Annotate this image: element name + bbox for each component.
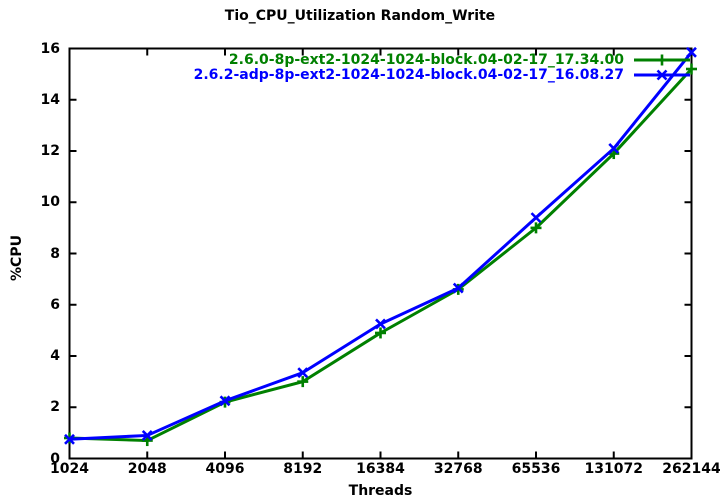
- legend-sample-line-series-1: [634, 69, 690, 80]
- legend-sample-line-series-0: [634, 54, 690, 65]
- x-axis-label: Threads: [348, 483, 413, 499]
- x-tick-label: 16384: [356, 461, 405, 477]
- y-tick-label: 4: [50, 348, 60, 364]
- x-tick-label: 4096: [205, 461, 245, 477]
- x-tick-label: 32768: [433, 461, 483, 477]
- legend-label-series-1: 2.6.2-adp-8p-ext2-1024-1024-block.04-02-…: [193, 66, 624, 83]
- x-tick-label: 262144: [662, 461, 720, 477]
- y-tick-label: 16: [40, 40, 60, 57]
- legend-row-series-1: 2.6.2-adp-8p-ext2-1024-1024-block.04-02-…: [193, 66, 692, 83]
- legend-row-series-0: 2.6.0-8p-ext2-1024-1024-block.04-02-17_1…: [194, 51, 692, 68]
- y-tick-label: 14: [40, 91, 60, 108]
- y-tick-label: 6: [50, 296, 60, 313]
- x-tick-label: 2048: [127, 461, 167, 477]
- x-tick-label: 65536: [511, 461, 561, 477]
- x-tick-label: 8192: [283, 461, 323, 477]
- y-tick-label: 0: [50, 450, 60, 467]
- y-tick-label: 8: [50, 245, 60, 262]
- x-tick-label: 131072: [584, 461, 643, 477]
- legend-label-series-0: 2.6.0-8p-ext2-1024-1024-block.04-02-17_1…: [228, 51, 624, 68]
- y-tick-label: 12: [40, 143, 60, 159]
- legend: 2.6.0-8p-ext2-1024-1024-block.04-02-17_1…: [193, 51, 692, 83]
- x-tick-label: 1024: [50, 461, 89, 477]
- y-tick-label: 2: [50, 399, 60, 416]
- y-tick-label: 10: [40, 194, 60, 211]
- chart-title: Tio_CPU_Utilization Random_Write: [224, 8, 496, 24]
